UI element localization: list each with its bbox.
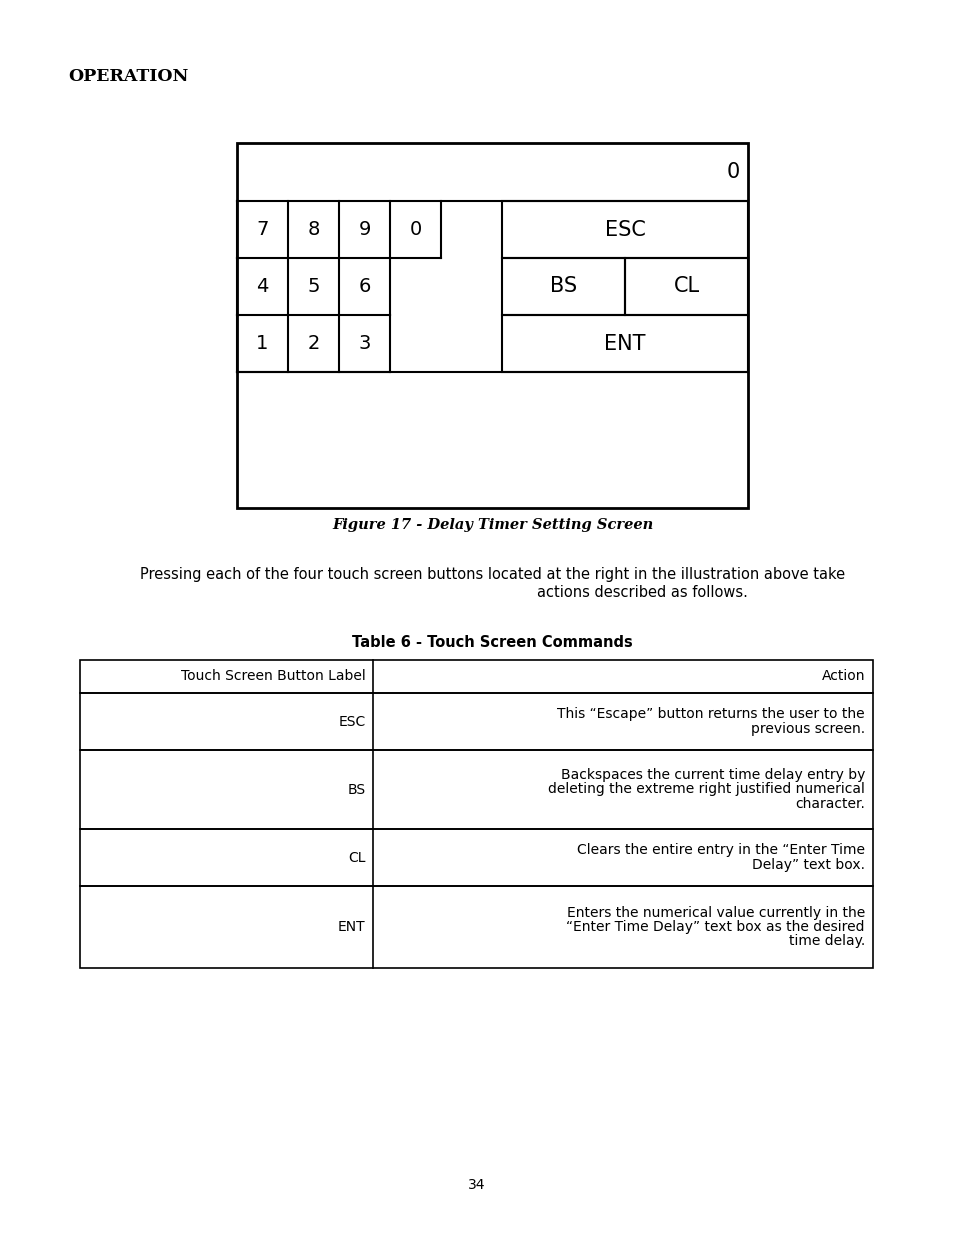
Text: 0: 0 [726, 162, 740, 182]
Text: 1: 1 [256, 333, 269, 353]
Text: Delay” text box.: Delay” text box. [751, 858, 864, 872]
Bar [80, 750, 872, 829]
Text: deleting the extreme right justified numerical: deleting the extreme right justified num… [548, 783, 864, 797]
Text: Figure 17 - Delay Timer Setting Screen: Figure 17 - Delay Timer Setting Screen [332, 517, 653, 532]
Text: Table 6 - Touch Screen Commands: Table 6 - Touch Screen Commands [352, 635, 632, 650]
Text: Clears the entire entry in the “Enter Time: Clears the entire entry in the “Enter Ti… [577, 844, 864, 857]
Text: Action: Action [821, 669, 864, 683]
Text: actions described as follows.: actions described as follows. [537, 585, 747, 600]
Bar [80, 829, 872, 885]
Text: 4: 4 [256, 277, 269, 296]
Text: BS: BS [549, 277, 577, 296]
Bar [80, 693, 872, 750]
Text: CL: CL [348, 851, 365, 864]
Text: This “Escape” button returns the user to the: This “Escape” button returns the user to… [557, 708, 864, 721]
Text: time delay.: time delay. [788, 935, 864, 948]
Bar [80, 659, 872, 693]
Bar [236, 143, 747, 508]
Text: 0: 0 [409, 220, 421, 240]
Text: “Enter Time Delay” text box as the desired: “Enter Time Delay” text box as the desir… [566, 920, 864, 934]
Bar [624, 258, 747, 315]
Text: ESC: ESC [337, 715, 365, 729]
Text: Pressing each of the four touch screen buttons located at the right in the illus: Pressing each of the four touch screen b… [140, 567, 844, 582]
Text: Enters the numerical value currently in the: Enters the numerical value currently in … [566, 905, 864, 920]
Text: OPERATION: OPERATION [68, 68, 188, 85]
Text: 34: 34 [468, 1178, 485, 1192]
Text: ESC: ESC [604, 220, 645, 240]
Text: BS: BS [347, 783, 365, 797]
Text: ENT: ENT [603, 333, 645, 353]
Bar [80, 885, 872, 968]
Text: 3: 3 [358, 333, 371, 353]
Text: 9: 9 [358, 220, 371, 240]
Text: CL: CL [673, 277, 699, 296]
Text: Backspaces the current time delay entry by: Backspaces the current time delay entry … [560, 768, 864, 782]
Text: character.: character. [794, 797, 864, 811]
Bar [501, 201, 747, 258]
Text: 6: 6 [358, 277, 371, 296]
Bar [501, 258, 624, 315]
Text: previous screen.: previous screen. [750, 721, 864, 736]
Bar [501, 315, 747, 372]
Text: 2: 2 [307, 333, 319, 353]
Text: ENT: ENT [337, 920, 365, 934]
Text: 8: 8 [307, 220, 319, 240]
Text: 7: 7 [256, 220, 269, 240]
Text: Touch Screen Button Label: Touch Screen Button Label [180, 669, 365, 683]
Text: 5: 5 [307, 277, 319, 296]
